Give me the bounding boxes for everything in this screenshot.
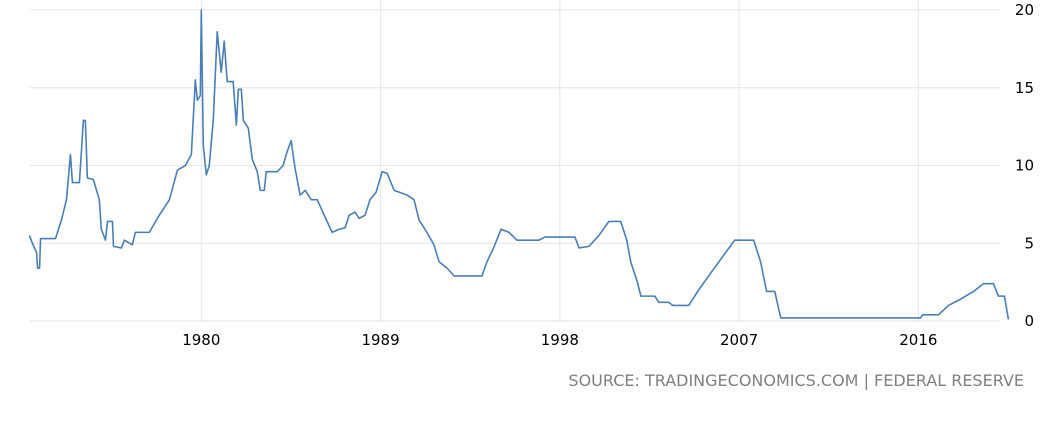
x-tick-label: 1980 bbox=[182, 331, 220, 349]
y-tick-label: 10 bbox=[1015, 157, 1034, 175]
y-tick-label: 20 bbox=[1015, 1, 1034, 19]
x-tick-label: 1989 bbox=[361, 331, 399, 349]
y-tick-label: 5 bbox=[1024, 234, 1034, 252]
source-note: SOURCE: TRADINGECONOMICS.COM | FEDERAL R… bbox=[568, 371, 1024, 390]
y-tick-label: 15 bbox=[1015, 79, 1034, 97]
x-tick-label: 1998 bbox=[541, 331, 579, 349]
line-series bbox=[28, 9, 1010, 320]
x-tick-label: 2016 bbox=[899, 331, 937, 349]
y-tick-label: 0 bbox=[1024, 312, 1034, 330]
x-tick-label: 2007 bbox=[720, 331, 758, 349]
